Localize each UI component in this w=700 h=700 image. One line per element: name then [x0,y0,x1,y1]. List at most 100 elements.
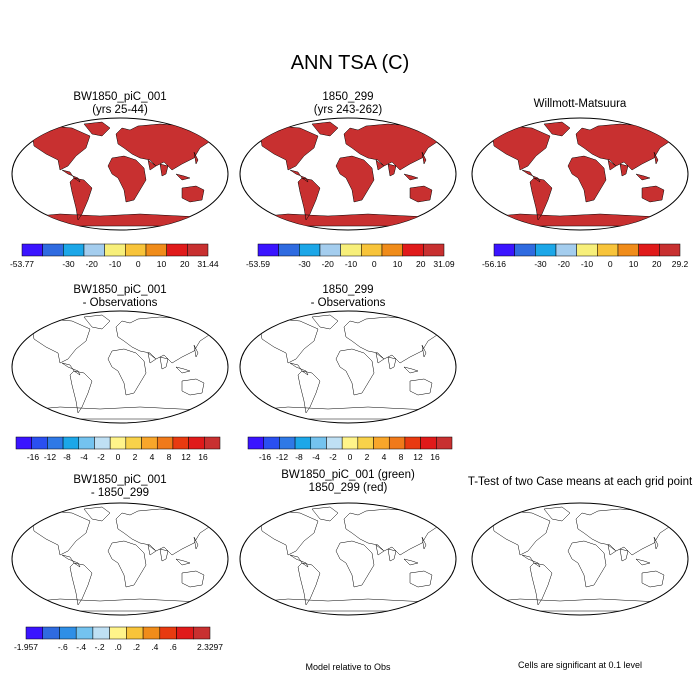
panel-7-title: BW1850_piC_001 (green) 1850_299 (red) [248,469,448,495]
map-panel-5 [239,310,457,424]
colorbar-5: -16 -12 -8 -4 -2 0 2 4 8 12 16 [247,436,453,462]
colorbar-swatch [109,626,127,640]
panel-4-title: BW1850_piC_001 - Observations [20,284,220,310]
colorbar-tick-label: -2 [97,452,105,462]
colorbar-tick-label: 20 [180,259,190,269]
colorbar-swatch [126,626,144,640]
panel-2-title-line-1: 1850_299 [322,91,374,103]
colorbar-swatch [166,243,188,257]
colorbar-tick-label: -16 [259,452,272,462]
panel-7-title-line-2: 1850_299 (red) [308,482,388,494]
colorbar-tick-label: -8 [63,452,71,462]
colorbar-swatch [535,243,557,257]
panel-1-title: BW1850_piC_001 (yrs 25-44) [20,91,220,117]
colorbar-swatch [31,436,48,450]
colorbar-swatch [25,626,43,640]
colorbar-swatch [423,243,445,257]
map-panel-7 [239,502,457,616]
panel-6-title: BW1850_piC_001 - 1850_299 [20,474,220,500]
colorbar-swatch [617,243,639,257]
colorbar-tick-label: -53.59 [246,259,270,269]
panel-2-title: 1850_299 (yrs 243-262) [248,91,448,117]
colorbar-swatch [47,436,64,450]
colorbar-swatch [381,243,403,257]
colorbar-tick-label: 2 [365,452,370,462]
colorbar-swatch [75,626,94,640]
colorbar-swatch [402,243,424,257]
colorbar-swatch [659,243,681,257]
colorbar-tick-label: -20 [86,259,99,269]
colorbar-swatch [188,436,205,450]
colorbar-tick-label: 8 [399,452,404,462]
colorbars: -53.77 -30 -20 -10 0 10 20 31.44 -53.59 -30 -20 -10… [10,243,689,652]
colorbar-tick-label: 0 [136,259,141,269]
colorbar-tick-label: -30 [62,259,75,269]
colorbar-swatch [42,626,60,640]
colorbar-tick-label: 10 [629,259,639,269]
panel-3-title: Willmott-Matsuura [480,98,680,111]
colorbar-tick-label: 31.44 [197,259,219,269]
model-relative-caption: Model relative to Obs [305,662,391,672]
colorbar-swatch [597,243,619,257]
colorbar-swatch [257,243,279,257]
colorbar-swatch [15,436,32,450]
colorbar-swatch [62,436,80,450]
panel-4-title-line-1: BW1850_piC_001 [73,284,167,296]
colorbar-swatch [263,436,280,450]
colorbar-tick-label: -4 [312,452,320,462]
colorbar-swatch [340,243,362,257]
colorbar-tick-label: -.4 [76,642,86,652]
colorbar-swatch [357,436,374,450]
colorbar-tick-label: 16 [198,452,208,462]
colorbar-swatch [310,436,327,450]
colorbar-tick-label: -.2 [95,642,105,652]
colorbar-tick-label: -4 [80,452,88,462]
colorbar-tick-label: -20 [322,259,335,269]
colorbar-swatch [294,436,312,450]
colorbar-swatch [92,626,110,640]
colorbar-tick-label: 12 [181,452,191,462]
colorbar-tick-label: 10 [393,259,403,269]
panel-8-title-line-1: T-Test of two Case means at each grid po… [467,476,693,488]
colorbar-2: -53.59 -30 -20 -10 0 10 20 31.09 [246,243,455,269]
colorbar-swatch [247,436,264,450]
colorbar-tick-label: -12 [276,452,289,462]
panel-1-title-line-2: (yrs 25-44) [92,104,148,116]
colorbar-swatch [109,436,127,450]
colorbar-tick-label: -10 [345,259,358,269]
colorbar-tick-label: -.6 [58,642,68,652]
colorbar-tick-label: 20 [652,259,662,269]
panel-5-title: 1850_299 - Observations [248,284,448,310]
colorbar-swatch [94,436,111,450]
colorbar-swatch [436,436,453,450]
colorbar-swatch [373,436,390,450]
panel-7-title-line-1: BW1850_piC_001 (green) [281,469,415,481]
colorbar-swatch [145,243,167,257]
panel-6-title-line-1: BW1850_piC_001 [73,474,167,486]
colorbar-tick-label: -30 [534,259,547,269]
colorbar-tick-label: .6 [170,642,177,652]
colorbar-swatch [176,626,194,640]
colorbar-swatch [555,243,577,257]
colorbar-swatch [341,436,359,450]
colorbar-swatch [319,243,341,257]
colorbar-swatch [361,243,383,257]
colorbar-swatch [278,243,300,257]
colorbar-tick-label: 2.3297 [197,642,223,652]
colorbar-4: -16 -12 -8 -4 -2 0 2 4 8 12 16 [15,436,221,462]
colorbar-tick-label: 20 [416,259,426,269]
significance-caption: Cells are significant at 0.1 level [517,660,643,670]
colorbar-swatch [172,436,189,450]
colorbar-tick-label: 0 [348,452,353,462]
colorbar-tick-label: -10 [581,259,594,269]
colorbar-swatch [279,436,296,450]
map-panel-3 [471,117,689,231]
colorbar-tick-label: 0 [608,259,613,269]
colorbar-tick-label: -10 [109,259,122,269]
colorbar-swatch [78,436,95,450]
colorbar-6: -1.957 -.6 -.4 -.2 .0 .2 .4 .6 2.3297 [14,626,223,652]
panel-8-title: T-Test of two Case means at each grid po… [462,476,698,489]
colorbar-tick-label: 31.09 [433,259,455,269]
colorbar-tick-label: .0 [114,642,121,652]
